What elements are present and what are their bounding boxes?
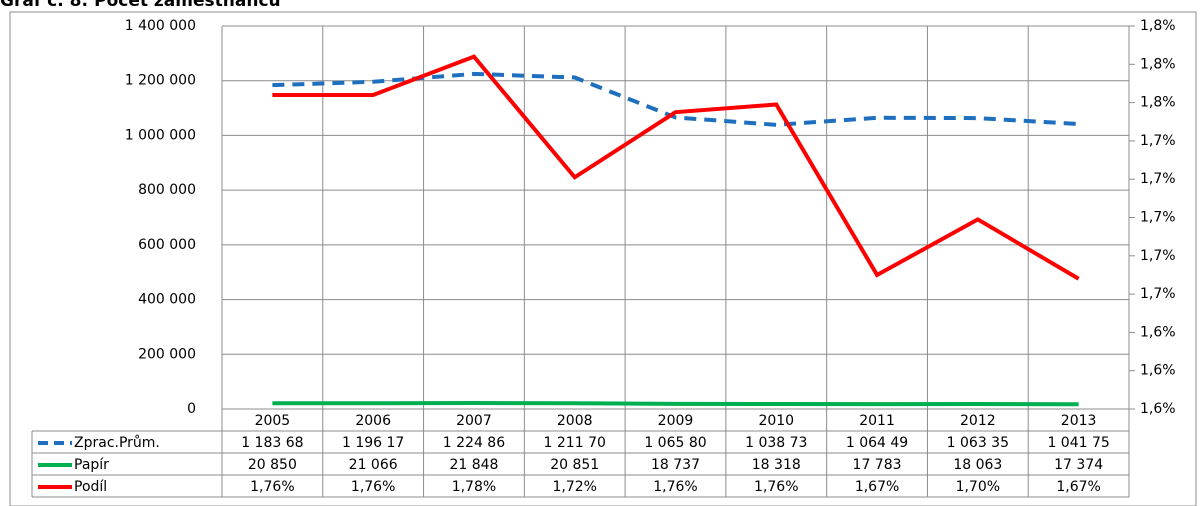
chart-frame: [9, 11, 1197, 506]
y-tick-label: 400 000: [138, 292, 196, 308]
y2-tick-label: 1,7%: [1140, 210, 1176, 226]
y-tick-label: 1 200 000: [125, 73, 196, 89]
x-tick-label: 2010: [758, 413, 794, 429]
y2-tick-label: 1,7%: [1140, 133, 1176, 149]
data-label: 1 196 17: [342, 435, 404, 451]
y2-tick-label: 1,7%: [1140, 248, 1176, 264]
y-tick-label: 1 000 000: [125, 127, 196, 143]
data-label: 1 041 75: [1047, 435, 1109, 451]
data-label: 1,72%: [552, 479, 596, 495]
data-label: 21 848: [449, 457, 498, 473]
data-label: 18 063: [953, 457, 1002, 473]
data-label: 18 737: [651, 457, 700, 473]
y-tick-label: 200 000: [138, 346, 196, 362]
legend-label: Zprac.Prům.: [74, 435, 160, 451]
data-label: 1,67%: [1056, 479, 1100, 495]
data-label: 1,76%: [250, 479, 294, 495]
y-tick-label: 0: [187, 401, 196, 417]
data-label: 17 783: [853, 457, 902, 473]
y-tick-label: 1 400 000: [125, 18, 196, 34]
x-tick-label: 2011: [859, 413, 895, 429]
data-label: 1 183 68: [241, 435, 303, 451]
y2-tick-label: 1,6%: [1140, 363, 1176, 379]
y2-tick-label: 1,7%: [1140, 286, 1176, 302]
legend-label: Podíl: [74, 479, 107, 495]
y2-tick-label: 1,6%: [1140, 401, 1176, 417]
data-label: 1 038 73: [745, 435, 807, 451]
data-label: 1 064 49: [846, 435, 908, 451]
data-label: 20 851: [550, 457, 599, 473]
data-label: 18 318: [752, 457, 801, 473]
x-tick-label: 2009: [658, 413, 694, 429]
x-tick-label: 2005: [255, 413, 291, 429]
data-label: 1 211 70: [544, 435, 606, 451]
data-label: 1 224 86: [443, 435, 505, 451]
x-tick-label: 2012: [960, 413, 996, 429]
y2-tick-label: 1,6%: [1140, 324, 1176, 340]
y-tick-label: 600 000: [138, 237, 196, 253]
y2-tick-label: 1,8%: [1140, 18, 1176, 34]
data-label: 1,67%: [855, 479, 899, 495]
legend-label: Papír: [74, 457, 109, 473]
data-label: 17 374: [1054, 457, 1103, 473]
x-tick-label: 2007: [456, 413, 492, 429]
data-label: 1,78%: [452, 479, 496, 495]
x-tick-label: 2008: [557, 413, 593, 429]
data-label: 20 850: [248, 457, 297, 473]
y2-tick-label: 1,7%: [1140, 171, 1176, 187]
data-label: 1 063 35: [947, 435, 1009, 451]
data-label: 21 066: [349, 457, 398, 473]
data-label: 1,76%: [754, 479, 798, 495]
series-line: [272, 71, 1079, 127]
y2-tick-label: 1,8%: [1140, 56, 1176, 72]
x-tick-label: 2013: [1061, 413, 1097, 429]
series-line: [272, 401, 1079, 407]
data-label: 1 065 80: [644, 435, 706, 451]
y2-tick-label: 1,8%: [1140, 95, 1176, 111]
data-label: 1,76%: [351, 479, 395, 495]
data-label: 1,70%: [956, 479, 1000, 495]
chart-title: Graf č. 8: Počet zaměstnanců: [0, 0, 281, 11]
y-tick-label: 800 000: [138, 182, 196, 198]
series-line: [272, 54, 1080, 281]
data-label: 1,76%: [653, 479, 697, 495]
x-tick-label: 2006: [355, 413, 391, 429]
